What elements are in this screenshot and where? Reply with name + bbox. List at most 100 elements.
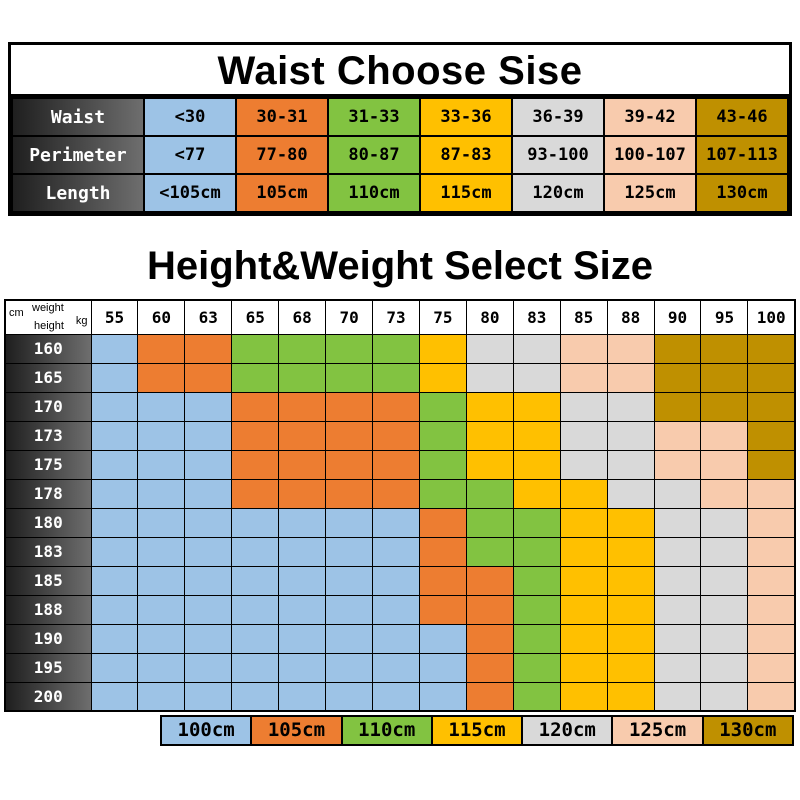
size-cell-100cm [137,594,186,625]
size-cell-110cm [418,420,467,451]
size-legend: 100cm 105cm 110cm 115cm 120cm 125cm 130cm [160,715,794,746]
weight-header-cell: 65 [231,299,280,335]
size-cell-100cm [325,507,374,538]
size-cell-100cm [325,681,374,712]
size-cell-100cm [90,420,139,451]
size-cell-125cm [606,333,655,364]
size-cell-100cm [184,594,233,625]
size-cell-100cm [231,652,280,683]
waist-value-cell: 36-39 [511,97,605,137]
size-cell-110cm [512,594,561,625]
size-cell-120cm [559,420,608,451]
matrix-row: 175 [4,449,796,480]
weight-header-cell: 73 [372,299,420,335]
size-cell-120cm [653,536,702,567]
size-cell-125cm [700,478,749,509]
size-cell-105cm [372,449,420,480]
size-cell-130cm [747,449,796,480]
size-cell-115cm [606,652,655,683]
size-cell-130cm [747,333,796,364]
matrix-header-row: weight kg cm height 55 60 63 65 68 70 73 75 80 83… [4,299,796,335]
size-cell-100cm [184,623,233,654]
height-label-cell: 165 [4,362,92,393]
matrix-row: 180 [4,507,796,538]
weight-header-cell: 85 [559,299,608,335]
size-cell-100cm [137,565,186,596]
size-cell-120cm [653,565,702,596]
size-cell-100cm [278,623,327,654]
size-cell-110cm [372,333,420,364]
waist-value-cell: 33-36 [419,97,513,137]
size-cell-115cm [465,391,514,422]
size-cell-105cm [465,652,514,683]
size-cell-120cm [606,391,655,422]
matrix-row: 190 [4,623,796,654]
size-cell-125cm [747,594,796,625]
height-label-cell: 185 [4,565,92,596]
height-label-cell: 195 [4,652,92,683]
size-cell-110cm [325,333,374,364]
size-cell-115cm [606,565,655,596]
size-cell-100cm [137,391,186,422]
size-cell-105cm [231,420,280,451]
weight-header-cell: 75 [418,299,467,335]
size-cell-125cm [700,449,749,480]
waist-value-cell: 93-100 [511,135,605,175]
matrix-row: 178 [4,478,796,509]
waist-value-cell: 39-42 [603,97,697,137]
size-cell-120cm [512,333,561,364]
size-cell-100cm [231,507,280,538]
size-cell-100cm [231,681,280,712]
size-cell-100cm [90,449,139,480]
weight-header-cell: 68 [278,299,327,335]
size-cell-115cm [512,391,561,422]
size-cell-120cm [559,391,608,422]
matrix-row: 165 [4,362,796,393]
size-cell-130cm [653,333,702,364]
size-cell-105cm [278,449,327,480]
size-cell-125cm [747,681,796,712]
size-cell-100cm [90,594,139,625]
size-cell-100cm [90,478,139,509]
size-cell-110cm [418,478,467,509]
size-cell-110cm [465,507,514,538]
size-cell-100cm [90,536,139,567]
waist-row-label: Waist [11,97,145,137]
size-cell-110cm [465,536,514,567]
size-cell-110cm [418,449,467,480]
size-cell-110cm [231,362,280,393]
size-cell-100cm [325,652,374,683]
size-cell-115cm [606,507,655,538]
weight-header-cell: 100 [747,299,796,335]
waist-value-cell: <105cm [143,173,237,213]
weight-header-cell: 80 [465,299,514,335]
size-cell-100cm [137,478,186,509]
size-cell-125cm [747,623,796,654]
waist-value-cell: 31-33 [327,97,421,137]
size-cell-100cm [184,391,233,422]
size-cell-105cm [184,362,233,393]
size-cell-130cm [700,362,749,393]
height-label-cell: 190 [4,623,92,654]
size-cell-100cm [90,507,139,538]
size-cell-115cm [465,449,514,480]
size-cell-125cm [747,478,796,509]
size-cell-125cm [747,507,796,538]
waist-value-cell: 43-46 [695,97,789,137]
size-cell-100cm [184,536,233,567]
height-label-cell: 170 [4,391,92,422]
size-cell-100cm [278,681,327,712]
size-cell-100cm [184,449,233,480]
size-cell-120cm [512,362,561,393]
waist-value-cell: 100-107 [603,135,697,175]
size-cell-120cm [606,420,655,451]
size-cell-125cm [606,362,655,393]
size-cell-105cm [372,391,420,422]
size-cell-100cm [184,652,233,683]
size-cell-120cm [606,449,655,480]
size-cell-125cm [559,362,608,393]
size-cell-125cm [747,652,796,683]
waist-row: Waist <30 30-31 31-33 33-36 36-39 39-42 43-46 [11,97,789,137]
size-cell-100cm [418,652,467,683]
weight-header-cell: 88 [606,299,655,335]
